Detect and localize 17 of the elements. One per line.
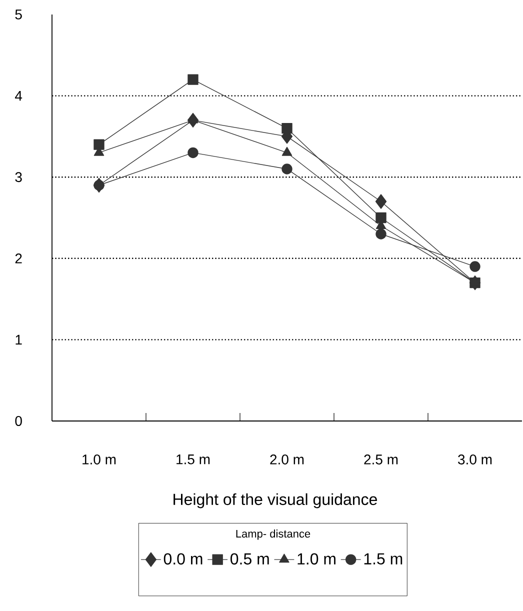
x-tick-label: 3.0 m [458, 454, 492, 464]
y-tick-label: 2 [15, 254, 22, 264]
y-tick-label: 0 [15, 416, 22, 426]
y-tick-label: 3 [15, 172, 22, 182]
x-axis-title: Height of the visual guidance [174, 493, 377, 508]
y-tick-label: 1 [16, 334, 22, 345]
x-tick-label: 1.0 m [82, 454, 116, 464]
legend-title: Lamp- distance [236, 530, 310, 540]
legend-label: 0.0 m [164, 553, 202, 565]
x-tick-label: 1.5 m [176, 454, 210, 464]
legend-label: 0.5 m [230, 553, 269, 565]
x-tick-label: 2.0 m [270, 454, 304, 464]
y-tick-label: 4 [14, 90, 22, 101]
y-tick-label: 5 [15, 10, 22, 20]
x-tick-label: 2.5 m [364, 454, 398, 464]
legend-label: 1.5 m [364, 553, 402, 564]
legend-label: 1.0 m [298, 553, 336, 565]
